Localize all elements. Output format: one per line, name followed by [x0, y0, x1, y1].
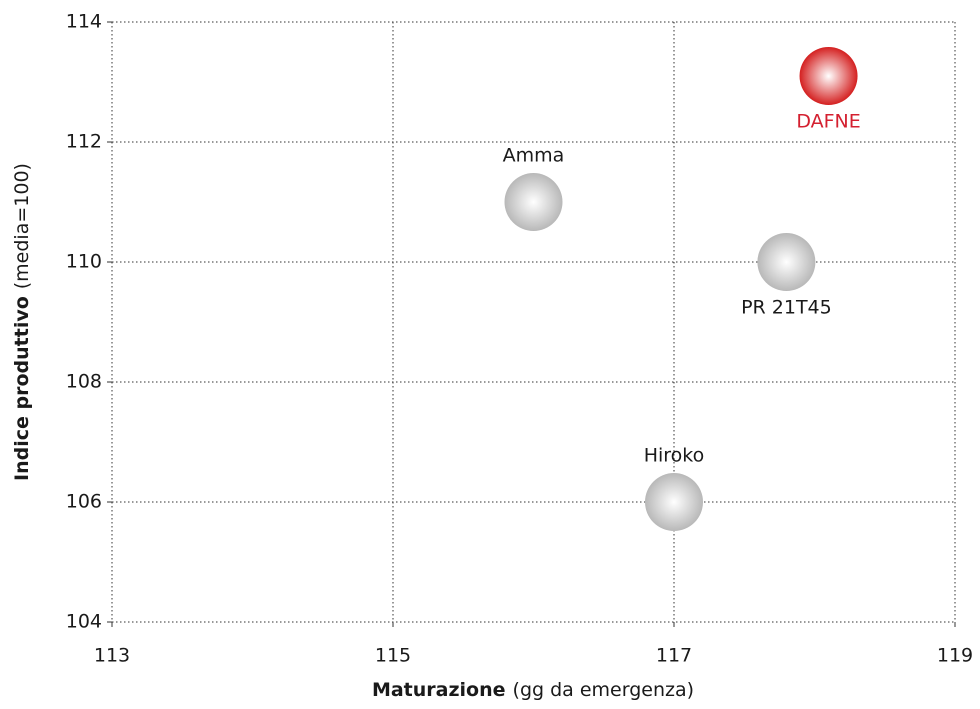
bubble	[757, 233, 816, 291]
point-label: Amma	[503, 145, 565, 167]
bubble	[645, 473, 703, 531]
bubble	[504, 173, 563, 231]
y-tick-label: 108	[66, 371, 102, 393]
x-tick-label: 117	[656, 645, 692, 667]
point-label: DAFNE	[796, 111, 860, 133]
x-axis-label-bold: Maturazione	[372, 679, 506, 701]
x-axis-label: Maturazione (gg da emergenza)	[372, 679, 694, 701]
point-label: PR 21T45	[741, 297, 832, 319]
x-axis-label-rest: (gg da emergenza)	[513, 679, 695, 701]
x-tick-label: 119	[937, 645, 973, 667]
y-tick-label: 106	[66, 491, 102, 513]
point-label: Hiroko	[644, 445, 705, 467]
y-tick-label: 112	[66, 131, 102, 153]
y-tick-label: 110	[66, 251, 102, 273]
y-axis-label-rest: (media=100)	[11, 163, 33, 289]
y-axis-label: Indice produttivo (media=100)	[11, 163, 33, 481]
y-tick-label: 104	[66, 611, 102, 633]
bubble	[799, 47, 858, 105]
x-tick-label: 113	[94, 645, 130, 667]
y-axis-label-bold: Indice produttivo	[11, 296, 33, 481]
y-tick-label: 114	[66, 11, 102, 33]
x-tick-label: 115	[375, 645, 411, 667]
